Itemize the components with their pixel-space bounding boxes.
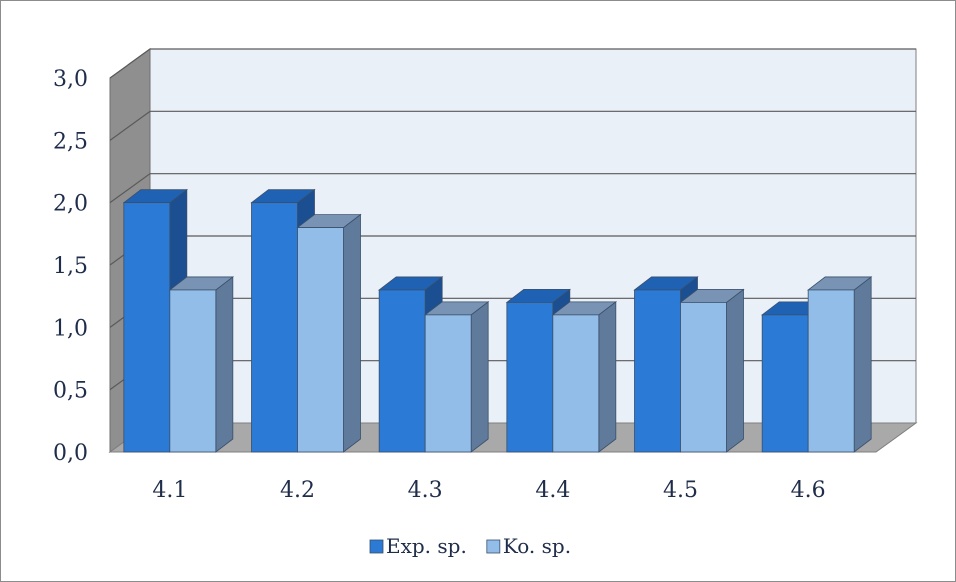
x-tick-label: 4.2 <box>280 478 315 503</box>
x-tick-label: 4.3 <box>408 478 443 503</box>
y-tick-label: 0,5 <box>53 379 88 404</box>
bar-side <box>853 276 872 453</box>
bars <box>122 188 873 453</box>
y-tick-label: 3,0 <box>53 67 88 92</box>
x-tick-label: 4.4 <box>535 478 570 503</box>
y-tick-label: 2,0 <box>53 192 88 217</box>
x-tick-label: 4.1 <box>152 478 187 503</box>
bar-front <box>506 301 554 453</box>
bar-front <box>378 289 426 453</box>
bar-front <box>634 289 681 453</box>
legend-label: Ko. sp. <box>503 534 571 558</box>
legend-swatch <box>369 539 384 554</box>
x-axis-ticks: 4.1 4.2 4.3 4.4 4.5 4.6 <box>152 478 825 503</box>
y-tick-label: 2,5 <box>53 129 88 154</box>
bar-side <box>215 276 234 453</box>
bar-front <box>297 227 344 453</box>
bar <box>296 213 362 453</box>
bar <box>551 301 618 453</box>
bar-side <box>470 301 489 453</box>
bar-front <box>123 202 171 453</box>
bar-side <box>726 288 744 453</box>
bar-front <box>169 289 217 453</box>
y-tick-label: 0,0 <box>53 441 88 466</box>
x-tick-label: 4.5 <box>663 478 698 503</box>
bar <box>423 301 490 453</box>
bar-front <box>761 314 809 453</box>
legend: Exp. sp. Ko. sp. <box>369 534 571 558</box>
gridline <box>109 110 916 141</box>
gridline <box>109 48 916 79</box>
legend-label: Exp. sp. <box>386 534 467 558</box>
bar <box>679 288 745 453</box>
bar-front <box>251 202 298 453</box>
bar-front <box>552 314 600 453</box>
bar-front <box>807 289 855 453</box>
gridline <box>109 173 916 204</box>
y-axis-ticks: 0,0 0,5 1,0 1,5 2,0 2,5 3,0 <box>53 67 88 466</box>
x-tick-label: 4.6 <box>791 478 826 503</box>
bar-front <box>424 314 472 453</box>
bar-front <box>680 301 727 453</box>
y-tick-label: 1,5 <box>53 254 88 279</box>
y-tick-label: 1,0 <box>53 316 88 341</box>
bar <box>806 276 873 453</box>
bar <box>168 276 235 453</box>
bar-side <box>598 301 617 453</box>
bar-side <box>343 213 361 453</box>
legend-swatch <box>486 539 501 554</box>
